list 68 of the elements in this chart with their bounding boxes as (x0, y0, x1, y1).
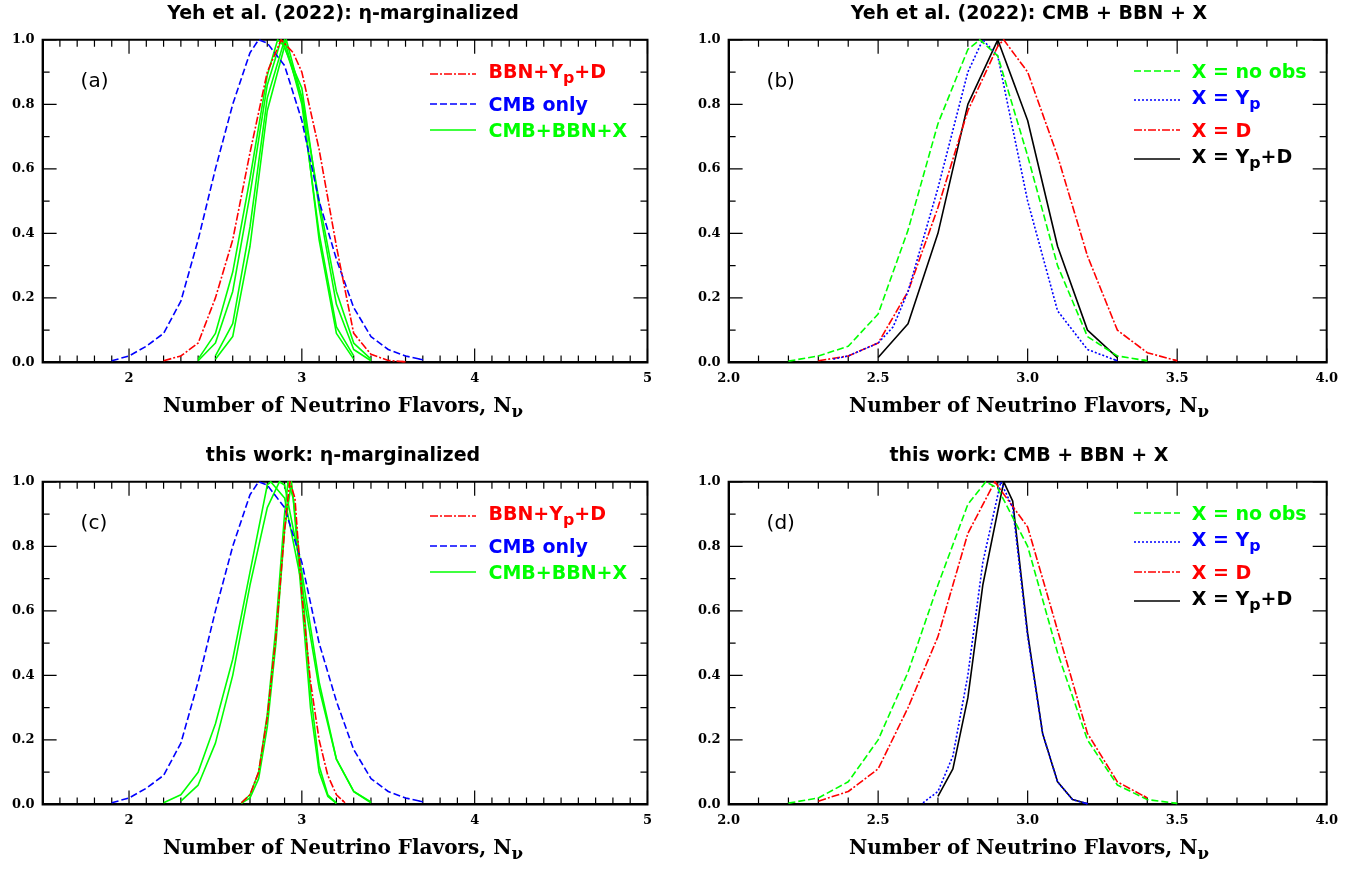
y-tick-label: 0.2 (11, 289, 35, 305)
y-tick-label: 1.0 (11, 31, 35, 47)
legend-label: X = Y$_{p}$ (1191, 84, 1261, 115)
y-tick-label: 0.8 (11, 537, 35, 553)
x-axis-title: Number of Neutrino Flavors, N$_{ν}$ (161, 392, 525, 423)
y-tick-label: 0.4 (697, 666, 721, 682)
legend-label: X = Y$_{p}$+D (1191, 585, 1293, 616)
y-tick-label: 0.2 (11, 731, 35, 747)
x-tick-label: 3 (297, 369, 307, 385)
x-tick-label: 4 (470, 811, 480, 827)
x-tick-label: 3.0 (1016, 369, 1039, 385)
y-tick-label: 0.0 (11, 795, 35, 811)
y-tick-label: 0.4 (11, 224, 35, 240)
y-tick-label: 0.8 (697, 537, 721, 553)
annotation: (d) (766, 510, 795, 534)
annotation: (b) (766, 68, 795, 92)
legend-label: X = D (1191, 117, 1252, 143)
y-tick-label: 0.0 (697, 795, 721, 811)
legend-label: CMB only (488, 91, 588, 117)
y-tick-label: 1.0 (697, 473, 721, 489)
y-tick-label: 1.0 (697, 31, 721, 47)
x-tick-label: 5 (642, 811, 652, 827)
x-tick-label: 4 (470, 369, 480, 385)
annotation: (a) (80, 68, 109, 92)
x-tick-label: 2.0 (717, 369, 740, 385)
legend-label: CMB+BBN+X (488, 117, 628, 143)
y-tick-label: 0.8 (697, 95, 721, 111)
x-axis-title: Number of Neutrino Flavors, N$_{ν}$ (847, 834, 1211, 865)
x-tick-label: 2 (124, 369, 134, 385)
x-tick-label: 4.0 (1315, 369, 1338, 385)
y-tick-label: 0.0 (697, 353, 721, 369)
legend-label: BBN+Y$_{p}$+D (488, 58, 607, 89)
y-tick-label: 0.6 (697, 602, 721, 618)
legend-label: BBN+Y$_{p}$+D (488, 500, 607, 531)
y-tick-label: 0.8 (11, 95, 35, 111)
x-tick-label: 4.0 (1315, 811, 1338, 827)
y-tick-label: 0.4 (11, 666, 35, 682)
y-tick-label: 0.6 (697, 160, 721, 176)
y-tick-label: 0.2 (697, 731, 721, 747)
x-tick-label: 2 (124, 811, 134, 827)
x-tick-label: 5 (642, 369, 652, 385)
y-tick-label: 0.6 (11, 602, 35, 618)
y-tick-label: 0.6 (11, 160, 35, 176)
x-tick-label: 2.0 (717, 811, 740, 827)
chart-title: Yeh et al. (2022): CMB + BBN + X (849, 0, 1209, 24)
x-tick-label: 3.5 (1165, 369, 1189, 385)
chart-title: Yeh et al. (2022): η-marginalized (166, 0, 520, 24)
x-tick-label: 3.5 (1165, 811, 1189, 827)
x-tick-label: 2.5 (866, 369, 890, 385)
legend-label: X = Y$_{p}$+D (1191, 143, 1293, 174)
y-tick-label: 0.2 (697, 289, 721, 305)
x-tick-label: 3 (297, 811, 307, 827)
y-tick-label: 0.4 (697, 224, 721, 240)
chart-title: this work: CMB + BBN + X (888, 442, 1170, 466)
legend-label: X = no obs (1191, 58, 1307, 84)
legend-label: X = Y$_{p}$ (1191, 526, 1261, 557)
x-axis-title: Number of Neutrino Flavors, N$_{ν}$ (847, 392, 1211, 423)
y-tick-label: 0.0 (11, 353, 35, 369)
legend-label: X = D (1191, 559, 1252, 585)
legend-label: X = no obs (1191, 500, 1307, 526)
y-tick-label: 1.0 (11, 473, 35, 489)
chart-title: this work: η-marginalized (204, 442, 482, 466)
x-tick-label: 3.0 (1016, 811, 1039, 827)
legend-label: CMB+BBN+X (488, 559, 628, 585)
x-tick-label: 2.5 (866, 811, 890, 827)
legend-label: CMB only (488, 533, 588, 559)
x-axis-title: Number of Neutrino Flavors, N$_{ν}$ (161, 834, 525, 865)
annotation: (c) (80, 510, 108, 534)
